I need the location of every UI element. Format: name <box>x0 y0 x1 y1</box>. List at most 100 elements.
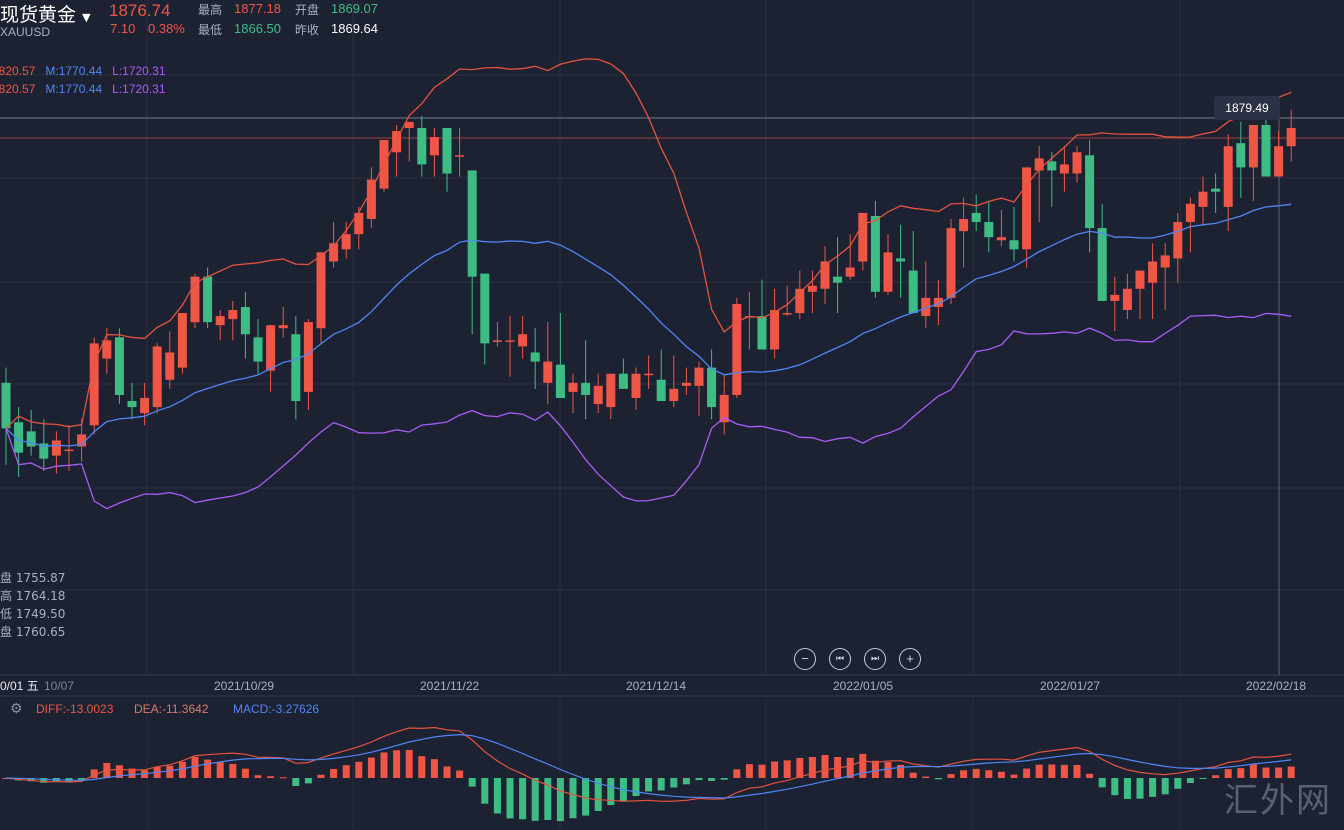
candle-body <box>266 325 276 371</box>
candle-body <box>858 212 868 262</box>
candle-body <box>1072 152 1082 174</box>
macd-bar <box>1136 778 1144 799</box>
candle-body <box>329 243 339 262</box>
macd-bar <box>695 778 703 781</box>
macd-bar <box>632 778 640 797</box>
dropdown-caret-icon[interactable]: ▼ <box>82 11 91 24</box>
macd-bar <box>355 761 363 778</box>
macd-bar <box>708 778 716 781</box>
macd-bar <box>771 761 779 778</box>
candle-body <box>908 270 918 314</box>
macd-bar <box>204 759 212 778</box>
macd-bar <box>506 778 514 819</box>
macd-bar <box>216 761 224 778</box>
macd-bar <box>1035 764 1043 778</box>
price-change: 7.10 <box>110 21 136 36</box>
candle-body <box>518 334 528 347</box>
candle-body <box>1022 167 1032 250</box>
macd-bar <box>670 778 678 788</box>
candle-body <box>669 388 679 402</box>
macd-bar <box>1224 769 1232 778</box>
candle-body <box>404 121 414 128</box>
candle-body <box>770 310 780 350</box>
candle-body <box>1160 255 1170 268</box>
scroll-end-button[interactable]: ⏭ <box>864 648 886 670</box>
candle-body <box>921 297 931 317</box>
candle-body <box>316 252 326 329</box>
candle-body <box>165 352 175 380</box>
macd-bar <box>493 778 501 814</box>
candle-body <box>1 382 11 429</box>
macd-bar <box>304 778 312 784</box>
boll-lower: L:1720.31 <box>112 64 166 78</box>
macd-bar <box>380 752 388 778</box>
boll-mid: M:1770.44 <box>45 64 103 78</box>
candle-body <box>555 364 565 398</box>
candle-body <box>39 443 49 459</box>
candle-body <box>757 316 767 350</box>
candle-body <box>593 385 603 405</box>
candle-body <box>946 228 956 298</box>
ohlc-low: 低 1749.50 <box>0 607 66 621</box>
macd-bar <box>128 768 136 778</box>
macd-bar <box>1186 778 1194 784</box>
macd-bar <box>1149 778 1157 797</box>
prev-close-value: 1869.64 <box>331 21 378 36</box>
macd-bar <box>1111 778 1119 796</box>
macd-bar <box>745 764 753 778</box>
macd-bar <box>342 765 350 778</box>
macd-bar <box>846 757 854 778</box>
zoom-out-button[interactable]: − <box>794 648 816 670</box>
macd-bar <box>267 776 275 778</box>
macd-bar <box>897 764 905 778</box>
macd-bar <box>1073 764 1081 778</box>
macd-bar <box>1086 773 1094 778</box>
candle-body <box>455 155 465 157</box>
macd-bar <box>430 759 438 778</box>
boll-mid: M:1770.44 <box>45 82 103 96</box>
x-tick: 2022/01/27 <box>1040 679 1100 693</box>
macd-panel <box>2 726 1295 822</box>
candle-body <box>644 373 654 376</box>
ohlc-high: 高 1764.18 <box>0 589 66 603</box>
macd-bar <box>519 778 527 820</box>
candle-body <box>190 276 200 323</box>
macd-bar <box>1212 775 1220 778</box>
candle-body <box>933 297 943 307</box>
macd-bar <box>544 778 552 820</box>
macd-bar <box>884 762 892 778</box>
macd-diff: DIFF:-13.0023 <box>36 702 114 716</box>
candle-body <box>681 382 691 386</box>
ohlc-close: 盘 1760.65 <box>0 625 66 639</box>
candle-body <box>996 237 1006 241</box>
candle-body <box>795 288 805 314</box>
macd-bar <box>405 749 413 778</box>
scroll-start-button[interactable]: ⏮ <box>829 648 851 670</box>
candle-body <box>656 379 666 402</box>
macd-settings-icon[interactable]: ⚙ <box>10 700 23 716</box>
candle-body <box>1122 288 1132 311</box>
candle-body <box>1223 146 1233 207</box>
candle-body <box>492 340 502 342</box>
macd-bar <box>569 778 577 819</box>
macd-bar <box>254 775 262 778</box>
instrument-name[interactable]: 现货黄金 ▼ <box>0 4 91 26</box>
prev-close-label: 昨收 <box>295 23 320 37</box>
macd-dea-line <box>5 733 1292 799</box>
x-tick: 2021/11/22 <box>420 679 479 693</box>
candle-body <box>102 340 112 359</box>
candle-body <box>1085 155 1095 229</box>
candle-body <box>883 252 893 292</box>
macd-bar <box>191 756 199 778</box>
candle-body <box>140 397 150 414</box>
zoom-in-button[interactable]: + <box>899 648 921 670</box>
high-label: 最高 <box>198 3 223 17</box>
macd-bar <box>178 761 186 778</box>
macd-bar <box>972 768 980 778</box>
macd-bar <box>645 778 653 792</box>
last-price: 1876.74 <box>109 1 171 20</box>
candle-body <box>1148 261 1158 283</box>
